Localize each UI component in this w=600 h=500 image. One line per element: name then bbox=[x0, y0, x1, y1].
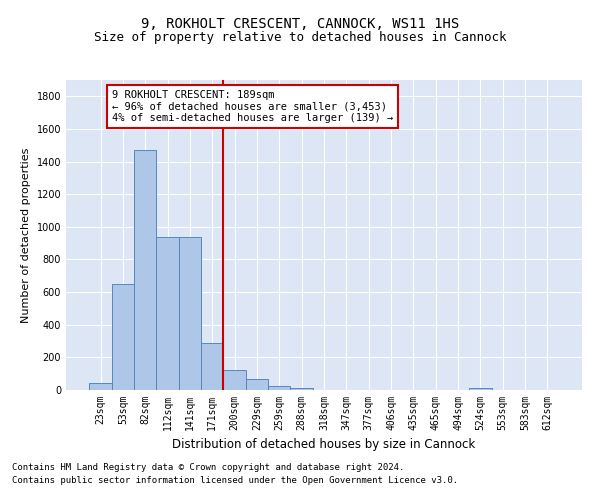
Bar bbox=[290, 388, 313, 390]
Bar bbox=[201, 342, 223, 390]
Text: 9, ROKHOLT CRESCENT, CANNOCK, WS11 1HS: 9, ROKHOLT CRESCENT, CANNOCK, WS11 1HS bbox=[141, 18, 459, 32]
Bar bbox=[268, 386, 290, 390]
Bar bbox=[157, 238, 179, 390]
Y-axis label: Number of detached properties: Number of detached properties bbox=[21, 148, 31, 322]
Text: Contains public sector information licensed under the Open Government Licence v3: Contains public sector information licen… bbox=[12, 476, 458, 485]
Bar bbox=[112, 284, 134, 390]
X-axis label: Distribution of detached houses by size in Cannock: Distribution of detached houses by size … bbox=[172, 438, 476, 452]
Text: Size of property relative to detached houses in Cannock: Size of property relative to detached ho… bbox=[94, 31, 506, 44]
Bar bbox=[246, 380, 268, 390]
Bar bbox=[223, 370, 246, 390]
Text: 9 ROKHOLT CRESCENT: 189sqm
← 96% of detached houses are smaller (3,453)
4% of se: 9 ROKHOLT CRESCENT: 189sqm ← 96% of deta… bbox=[112, 90, 393, 123]
Bar bbox=[469, 388, 491, 390]
Bar bbox=[179, 238, 201, 390]
Bar bbox=[134, 150, 157, 390]
Text: Contains HM Land Registry data © Crown copyright and database right 2024.: Contains HM Land Registry data © Crown c… bbox=[12, 464, 404, 472]
Bar bbox=[89, 384, 112, 390]
